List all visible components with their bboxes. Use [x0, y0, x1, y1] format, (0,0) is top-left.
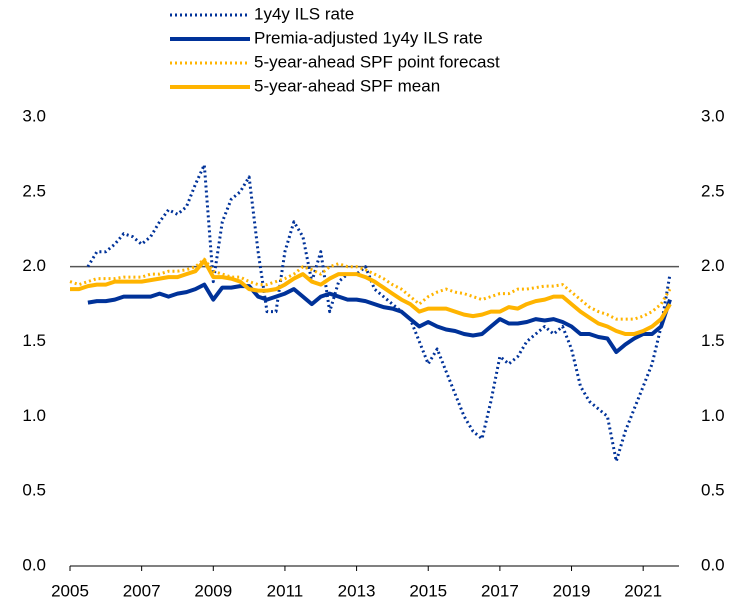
y-tick-label: 0.0 [22, 555, 46, 574]
x-tick-label: 2013 [338, 581, 376, 600]
x-tick-label: 2005 [51, 581, 89, 600]
x-tick-label: 2011 [267, 581, 304, 600]
legend-label: 5-year-ahead SPF point forecast [254, 52, 500, 71]
y2-tick-label: 2.0 [701, 256, 725, 275]
legend-label: 1y4y ILS rate [254, 4, 354, 23]
series-line [87, 282, 672, 354]
y-tick-label: 2.0 [22, 256, 46, 275]
series-line [86, 163, 672, 463]
x-tick-label: 2021 [624, 581, 662, 600]
x-tick-label: 2015 [409, 581, 447, 600]
y-tick-label: 2.5 [22, 181, 46, 200]
x-tick-label: 2019 [553, 581, 591, 600]
legend-label: Premia-adjusted 1y4y ILS rate [254, 28, 483, 47]
y2-tick-label: 1.0 [701, 406, 725, 425]
x-tick-label: 2009 [194, 581, 232, 600]
x-tick-label: 2017 [481, 581, 519, 600]
y-tick-label: 1.0 [22, 406, 46, 425]
y2-tick-label: 0.0 [701, 555, 725, 574]
series-line [70, 258, 672, 336]
y2-tick-label: 3.0 [701, 106, 725, 125]
y2-tick-label: 1.5 [701, 331, 725, 350]
series-line [69, 257, 672, 321]
x-tick-label: 2007 [123, 581, 161, 600]
y2-tick-label: 2.5 [701, 181, 725, 200]
y-tick-label: 0.5 [22, 481, 46, 500]
y-tick-label: 3.0 [22, 106, 46, 125]
y2-tick-label: 0.5 [701, 481, 725, 500]
y-tick-label: 1.5 [22, 331, 46, 350]
legend-label: 5-year-ahead SPF mean [254, 76, 440, 95]
